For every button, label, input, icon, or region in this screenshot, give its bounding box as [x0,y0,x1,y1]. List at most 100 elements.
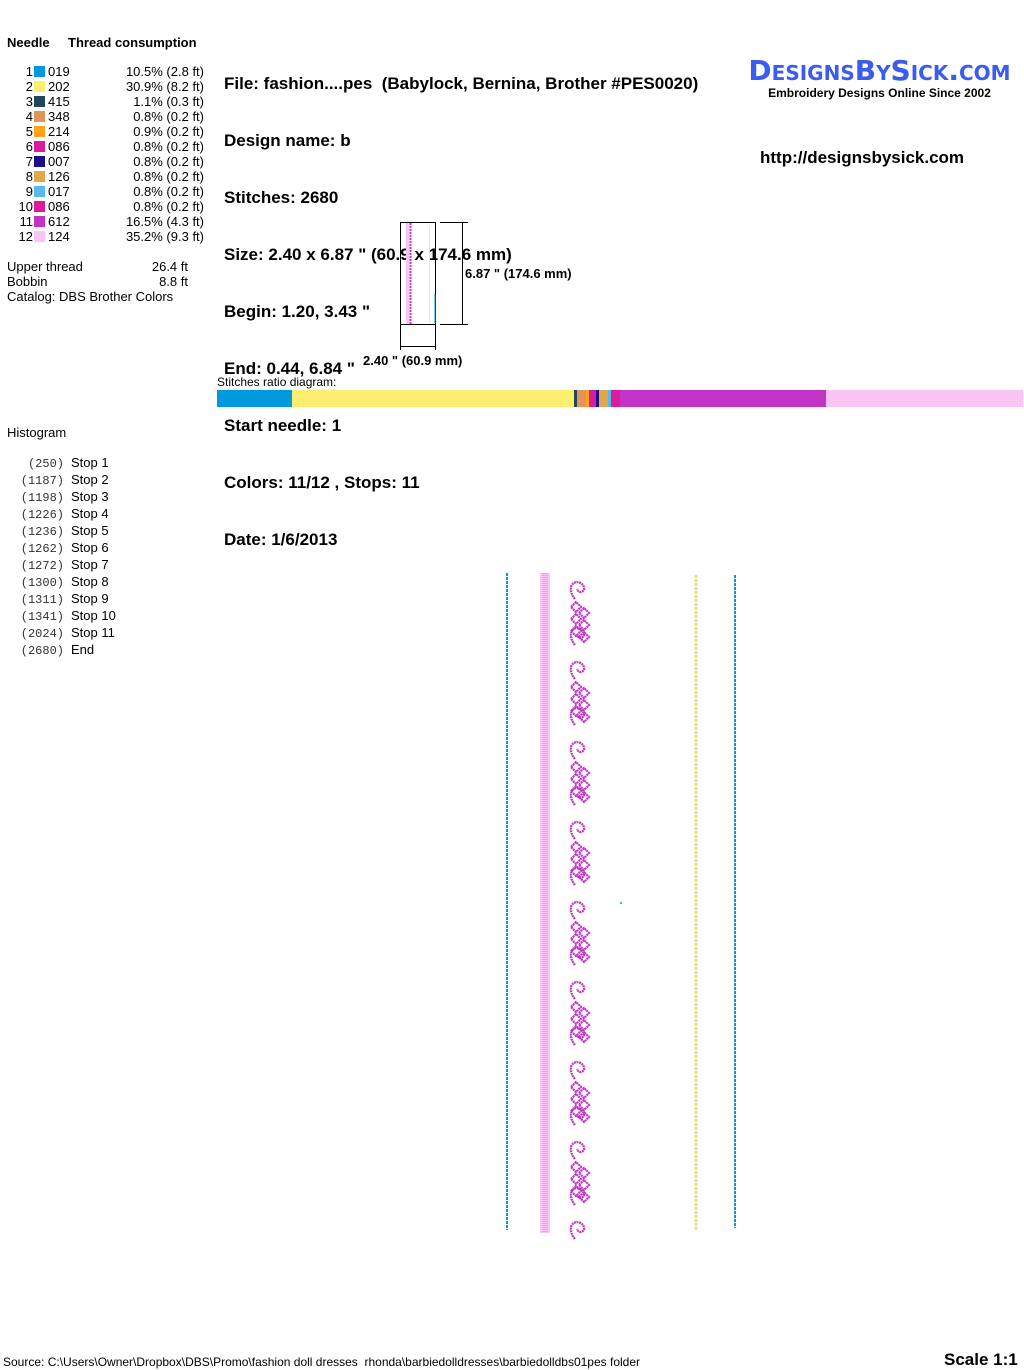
website-link[interactable]: http://designsbysick.com [760,148,965,167]
needle-number: 5 [25,124,33,139]
stop-stitch-count: (2024) [20,627,64,641]
design-info: File: fashion....pes (Babylock, Bernina,… [224,36,698,587]
thread-code: 086 [48,139,70,154]
stop-label: Stop 5 [71,523,109,538]
scale-label: Scale 1:1 [944,1350,1018,1369]
histogram-stop: (2680) End [0,642,116,659]
thread-code: 019 [48,64,70,79]
color-swatch [34,171,45,182]
design-date: Date: 1/6/2013 [224,530,338,549]
thumbnail-pink-band [406,223,409,324]
histogram-stop: (1300) Stop 8 [0,574,116,591]
ratio-label: Stitches ratio diagram: [217,375,337,389]
stop-stitch-count: (1300) [20,576,64,590]
histogram-stop: (1226) Stop 4 [0,506,116,523]
histogram-stop: (1341) Stop 10 [0,608,116,625]
needle-number: 6 [25,139,33,154]
start-needle: Start needle: 1 [224,416,342,435]
upper-thread-value: 26.4 ft [151,259,188,274]
ratio-segment [611,390,621,407]
stop-label: Stop 4 [71,506,109,521]
thread-consumption: 35.2% (9.3 ft) [125,229,204,244]
stop-stitch-count: (2680) [20,644,64,658]
stop-stitch-count: (1226) [20,508,64,522]
scroll-motif-column [569,581,591,1240]
histogram-stop: (250) Stop 1 [0,455,116,472]
thread-consumption: 0.8% (0.2 ft) [133,184,204,199]
logo-tagline: Embroidery Designs Online Since 2002 [768,86,991,100]
thread-code: 415 [48,94,70,109]
thumbnail-frame [400,222,436,325]
histogram-stop: (1236) Stop 5 [0,523,116,540]
color-swatch [34,141,45,152]
thread-row: 7 007 0.8% (0.2 ft) [7,154,204,169]
file-name: File: fashion....pes (Babylock, Bernina,… [224,74,699,93]
thread-code: 007 [48,154,70,169]
stop-label: Stop 8 [71,574,109,589]
ratio-segment [825,390,1023,407]
thread-code: 017 [48,184,70,199]
stop-stitch-count: (1198) [20,491,64,505]
color-swatch [34,81,45,92]
thread-code: 126 [48,169,70,184]
stop-label: Stop 6 [71,540,109,555]
stop-stitch-count: (250) [27,457,64,471]
consumption-header: Thread consumption [68,35,197,50]
stop-label: Stop 10 [71,608,116,623]
width-label: 2.40 " (60.9 mm) [363,353,463,368]
design-thumbnail [400,222,436,350]
thread-consumption: 0.8% (0.2 ft) [133,109,204,124]
histogram-stop: (1262) Stop 6 [0,540,116,557]
histogram-title: Histogram [7,425,67,440]
upper-thread-label: Upper thread [7,259,83,274]
ratio-segment [588,390,597,407]
needle-number: 10 [18,199,33,214]
thread-consumption: 0.8% (0.2 ft) [133,199,204,214]
thread-row: 5 214 0.9% (0.2 ft) [7,124,204,139]
ratio-segment [585,390,589,407]
design-size: Size: 2.40 x 6.87 " (60.9 x 174.6 mm) [224,245,512,264]
needle-header: Needle [7,35,50,50]
bobbin-label: Bobbin [7,274,48,289]
thread-consumption: 16.5% (4.3 ft) [125,214,204,229]
thread-code: 086 [48,199,70,214]
thread-code: 214 [48,124,70,139]
thread-table: Needle Thread consumption 1 019 10.5% (2.8… [7,35,204,304]
needle-number: 12 [18,229,33,244]
thread-consumption: 0.8% (0.2 ft) [133,154,204,169]
logo-text: DesignsBySick.com [748,54,1011,87]
stop-stitch-count: (1272) [20,559,64,573]
thread-row: 3 415 1.1% (0.3 ft) [7,94,204,109]
catalog: Catalog: DBS Brother Colors [7,289,174,304]
stop-label: Stop 9 [71,591,109,606]
color-swatch [34,156,45,167]
begin-point: Begin: 1.20, 3.43 " [224,302,371,321]
thread-row: 6 086 0.8% (0.2 ft) [7,139,204,154]
thread-row: 9 017 0.8% (0.2 ft) [7,184,204,199]
stop-stitch-count: (1311) [20,593,64,607]
thread-row: 4 348 0.8% (0.2 ft) [7,109,204,124]
thread-code: 348 [48,109,70,124]
thread-row: 11 612 16.5% (4.3 ft) [7,214,205,229]
histogram-stop: (1198) Stop 3 [0,489,116,506]
needle-number: 3 [25,94,33,109]
stop-label: Stop 1 [71,455,109,470]
histogram-stop: (2024) Stop 11 [0,625,116,642]
color-swatch [34,96,45,107]
height-label: 6.87 " (174.6 mm) [465,266,572,281]
thread-row: 8 126 0.8% (0.2 ft) [7,169,204,184]
stitches-ratio-bar [217,390,1023,407]
needle-number: 1 [25,64,33,79]
thread-consumption: 30.9% (8.2 ft) [125,79,204,94]
histogram-stop: (1272) Stop 7 [0,557,116,574]
stop-label: Stop 3 [71,489,109,504]
ratio-segment [573,390,578,407]
needle-number: 9 [25,184,33,199]
ratio-segment [577,390,586,407]
thread-code: 612 [48,214,70,229]
thread-code: 124 [48,229,70,244]
ratio-segment [599,390,608,407]
ratio-segment [292,390,574,407]
needle-number: 4 [25,109,33,124]
